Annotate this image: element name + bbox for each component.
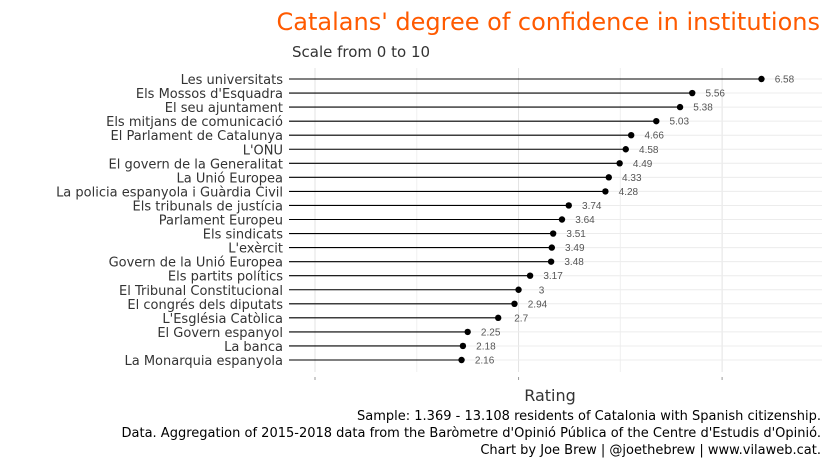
data-label: 2.94 [528, 299, 548, 310]
data-point [616, 160, 623, 167]
y-tick-label: Els sindicats [203, 228, 283, 243]
y-tick-label: Els partits polítics [168, 270, 283, 285]
y-tick-label: La Unió Europea [177, 171, 283, 186]
data-label: 3.49 [565, 243, 585, 254]
data-label: 6.58 [775, 75, 795, 86]
y-tick-label: Els mitjans de comunicació [106, 115, 283, 130]
data-point [689, 89, 696, 97]
data-point [605, 174, 612, 181]
data-label: 3.74 [582, 201, 602, 212]
data-label: 2.7 [514, 313, 528, 324]
y-tick-label: El seu ajuntament [165, 101, 283, 116]
data-point [627, 132, 635, 139]
data-point [548, 244, 555, 251]
data-label: 2.18 [476, 341, 496, 352]
caption-sample: Sample: 1.369 - 13.108 residents of Cata… [357, 409, 821, 424]
data-label: 3.64 [575, 215, 595, 226]
data-point [511, 300, 518, 307]
data-label: 4.49 [633, 159, 653, 170]
data-label: 4.28 [619, 187, 639, 198]
data-point [458, 356, 465, 364]
data-point [758, 75, 765, 83]
data-point [526, 272, 534, 279]
x-axis-title: Rating [524, 386, 576, 405]
data-point [602, 188, 609, 195]
data-point [464, 328, 471, 336]
y-tick-label: Els Mossos d'Esquadra [136, 87, 283, 102]
data-label: 4.33 [622, 173, 642, 184]
data-label: 4.66 [644, 131, 664, 142]
y-tick-label: Parlament Europeu [159, 214, 283, 229]
y-tick-label: El congrés dels diputats [127, 298, 283, 313]
caption-source: Data. Aggregation of 2015-2018 data from… [122, 426, 822, 441]
data-point [653, 117, 660, 125]
y-tick-label: El Parlament de Catalunya [111, 129, 283, 144]
y-tick-label: El Govern espanyol [157, 326, 283, 341]
y-tick-label: El govern de la Generalitat [109, 157, 283, 172]
y-tick-label: Els tribunals de justícia [133, 199, 283, 214]
data-label: 5.56 [706, 89, 726, 100]
data-label: 5.03 [670, 117, 690, 128]
data-point [622, 146, 629, 153]
y-tick-label: La banca [224, 340, 283, 355]
chart-title: Catalans' degree of confidence in instit… [277, 8, 820, 36]
data-point [459, 342, 467, 350]
y-tick-label: L'Església Catòlica [162, 312, 283, 327]
y-tick-label: La policia espanyola i Guàrdia Civil [56, 185, 283, 200]
y-tick-label: El Tribunal Constitucional [119, 284, 283, 299]
y-tick-label: La Monarquia espanyola [125, 354, 284, 369]
chart-subtitle: Scale from 0 to 10 [292, 43, 430, 61]
data-point [565, 202, 572, 209]
y-tick-label: L'exèrcit [228, 242, 283, 257]
data-point [494, 314, 502, 322]
caption-credit: Chart by Joe Brew | @joethebrew | www.vi… [480, 443, 821, 458]
data-label: 4.58 [639, 145, 659, 156]
data-label: 3.17 [543, 271, 563, 282]
data-point [558, 216, 566, 223]
data-point [676, 103, 684, 111]
y-tick-label: Govern de la Unió Europea [109, 256, 283, 271]
data-label: 3 [539, 285, 545, 296]
grid-lines [289, 68, 822, 380]
plot-marks: 6.58 5.56 5.385.03 4.66 4.58 4.49 4.33 4.28 3.74… [289, 75, 795, 367]
data-point [547, 258, 555, 265]
data-label: 3.51 [566, 229, 586, 240]
y-tick-label: Les universitats [181, 73, 284, 88]
data-point [549, 230, 557, 237]
data-label: 2.25 [481, 327, 501, 338]
y-tick-label: L'ONU [243, 143, 283, 158]
data-label: 5.38 [693, 103, 713, 114]
data-label: 2.16 [475, 356, 495, 367]
data-label: 3.48 [564, 257, 584, 268]
data-point [515, 286, 522, 293]
